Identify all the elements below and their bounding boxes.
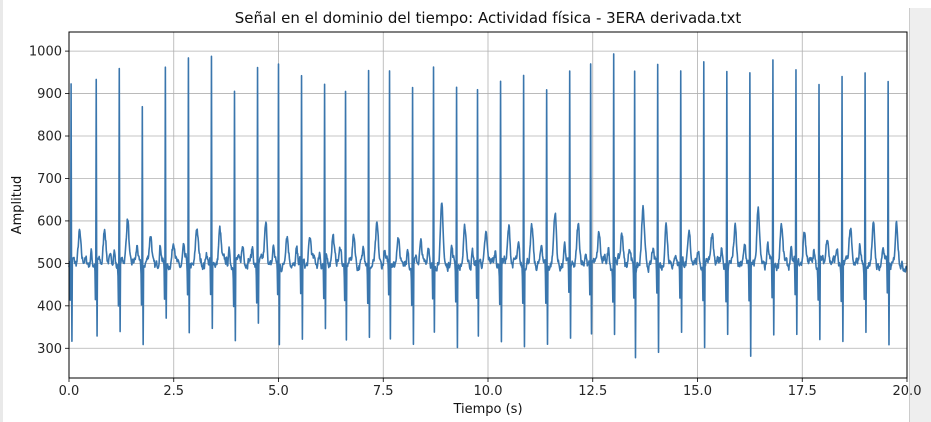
window-edge-right bbox=[909, 0, 931, 422]
signal-line bbox=[68, 53, 908, 359]
x-tick-label: 2.5 bbox=[163, 384, 184, 399]
window-edge-right-top bbox=[909, 0, 931, 8]
y-tick-label: 900 bbox=[37, 87, 62, 102]
y-tick-label: 500 bbox=[37, 257, 62, 272]
x-tick-label: 17.5 bbox=[788, 384, 817, 399]
x-tick-label: 20.0 bbox=[893, 384, 922, 399]
y-tick-label: 800 bbox=[37, 130, 62, 145]
x-tick-label: 0.0 bbox=[59, 384, 80, 399]
x-axis-ticks: 0.0 2.5 5.0 7.5 10.0 12.5 15.0 17.5 20.0 bbox=[59, 378, 922, 399]
y-axis-label: Amplitud bbox=[10, 176, 25, 235]
x-tick-label: 5.0 bbox=[268, 384, 289, 399]
y-axis-ticks: 300 400 500 600 700 800 900 1000 bbox=[29, 45, 69, 357]
x-gridlines bbox=[68, 32, 908, 378]
y-tick-label: 600 bbox=[37, 214, 62, 229]
y-tick-label: 300 bbox=[37, 342, 62, 357]
x-tick-label: 7.5 bbox=[373, 384, 394, 399]
chart-title: Señal en el dominio del tiempo: Activida… bbox=[235, 9, 742, 27]
x-tick-label: 15.0 bbox=[683, 384, 712, 399]
x-axis-label: Tiempo (s) bbox=[452, 402, 522, 417]
x-tick-label: 10.0 bbox=[474, 384, 503, 399]
y-tick-label: 700 bbox=[37, 172, 62, 187]
window-edge-left bbox=[0, 0, 3, 422]
x-tick-label: 12.5 bbox=[578, 384, 607, 399]
y-tick-label: 1000 bbox=[29, 45, 62, 60]
y-tick-label: 400 bbox=[37, 299, 62, 314]
signal-series bbox=[68, 53, 908, 359]
